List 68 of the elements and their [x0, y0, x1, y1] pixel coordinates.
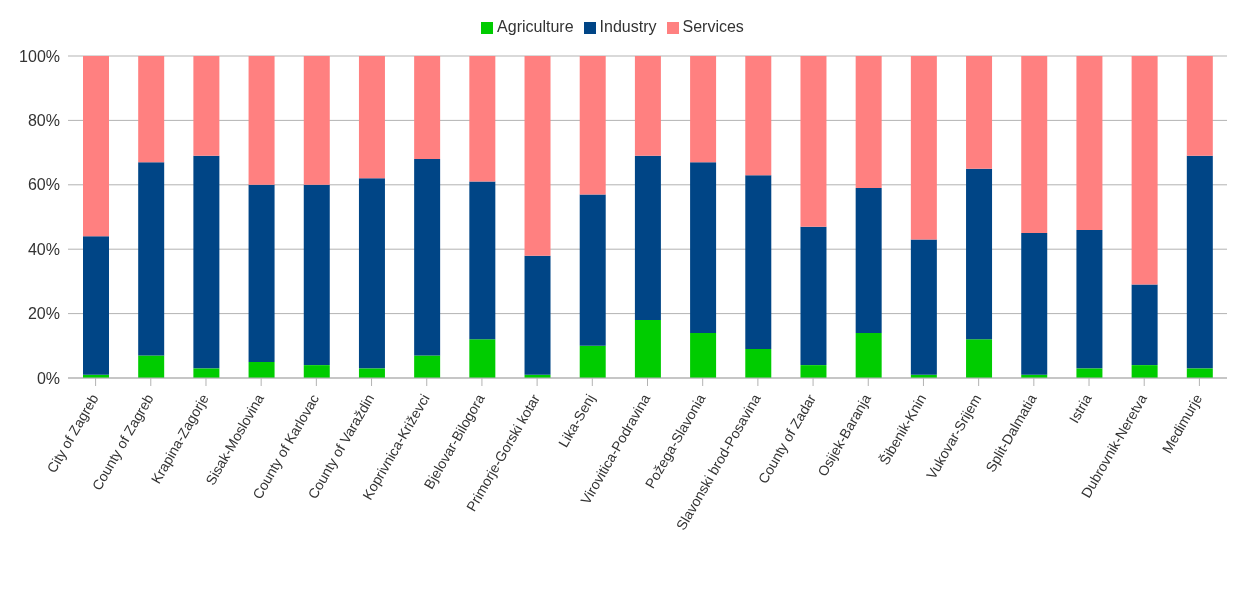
legend-label: Services: [682, 18, 744, 35]
y-tick-label: 0%: [36, 369, 60, 387]
bar: [193, 368, 220, 378]
bar: [745, 56, 772, 176]
bar: [469, 181, 496, 340]
bar: [138, 56, 165, 163]
bar: [690, 56, 717, 163]
bar: [855, 56, 882, 189]
bar: [855, 188, 882, 333]
bar: [1186, 56, 1213, 156]
y-tick-label: 100%: [19, 47, 60, 65]
y-tick-label: 80%: [27, 112, 60, 130]
bar: [193, 155, 220, 369]
y-tick-label: 40%: [27, 240, 60, 258]
bar: [1076, 368, 1103, 378]
bar: [248, 56, 275, 185]
bar: [303, 184, 330, 366]
y-tick-label: 60%: [27, 176, 60, 194]
bar: [1021, 56, 1048, 234]
bar: [690, 162, 717, 333]
bar: [800, 365, 827, 378]
bar: [524, 255, 551, 375]
bar: [910, 239, 937, 375]
bar: [800, 226, 827, 366]
bar: [469, 56, 496, 182]
bar: [138, 162, 165, 356]
y-tick-label: 20%: [27, 305, 60, 323]
bar: [1076, 56, 1103, 230]
bar: [966, 168, 993, 340]
bar: [745, 349, 772, 378]
bar: [303, 365, 330, 378]
bar: [1131, 365, 1158, 378]
bar: [358, 56, 385, 179]
legend-label: Industry: [599, 18, 657, 35]
bar: [524, 56, 551, 256]
bar: [745, 175, 772, 350]
bar: [855, 332, 882, 378]
bar: [83, 56, 109, 237]
bar: [414, 159, 441, 356]
bar: [469, 339, 496, 378]
bar: [966, 56, 993, 169]
bar: [1186, 155, 1213, 369]
bar: [414, 355, 441, 378]
bar: [634, 56, 661, 156]
bar: [1021, 233, 1048, 375]
bar: [138, 355, 165, 378]
bar: [248, 361, 275, 378]
bar: [910, 56, 937, 240]
bar: [634, 155, 661, 321]
bar: [1076, 229, 1103, 369]
bar: [634, 320, 661, 378]
bar: [966, 339, 993, 378]
bar: [83, 236, 109, 375]
legend-label: Agriculture: [497, 18, 574, 35]
bar: [579, 56, 606, 195]
bar: [1186, 368, 1213, 378]
bar: [579, 345, 606, 378]
bar: [690, 332, 717, 378]
bar: [579, 194, 606, 346]
bar: [248, 184, 275, 362]
bar: [414, 56, 441, 160]
bar: [800, 56, 827, 227]
bar: [1131, 56, 1158, 285]
bar: [358, 178, 385, 369]
bar: [303, 56, 330, 185]
bar: [1131, 284, 1158, 366]
bar: [358, 368, 385, 378]
bar: [193, 56, 220, 156]
